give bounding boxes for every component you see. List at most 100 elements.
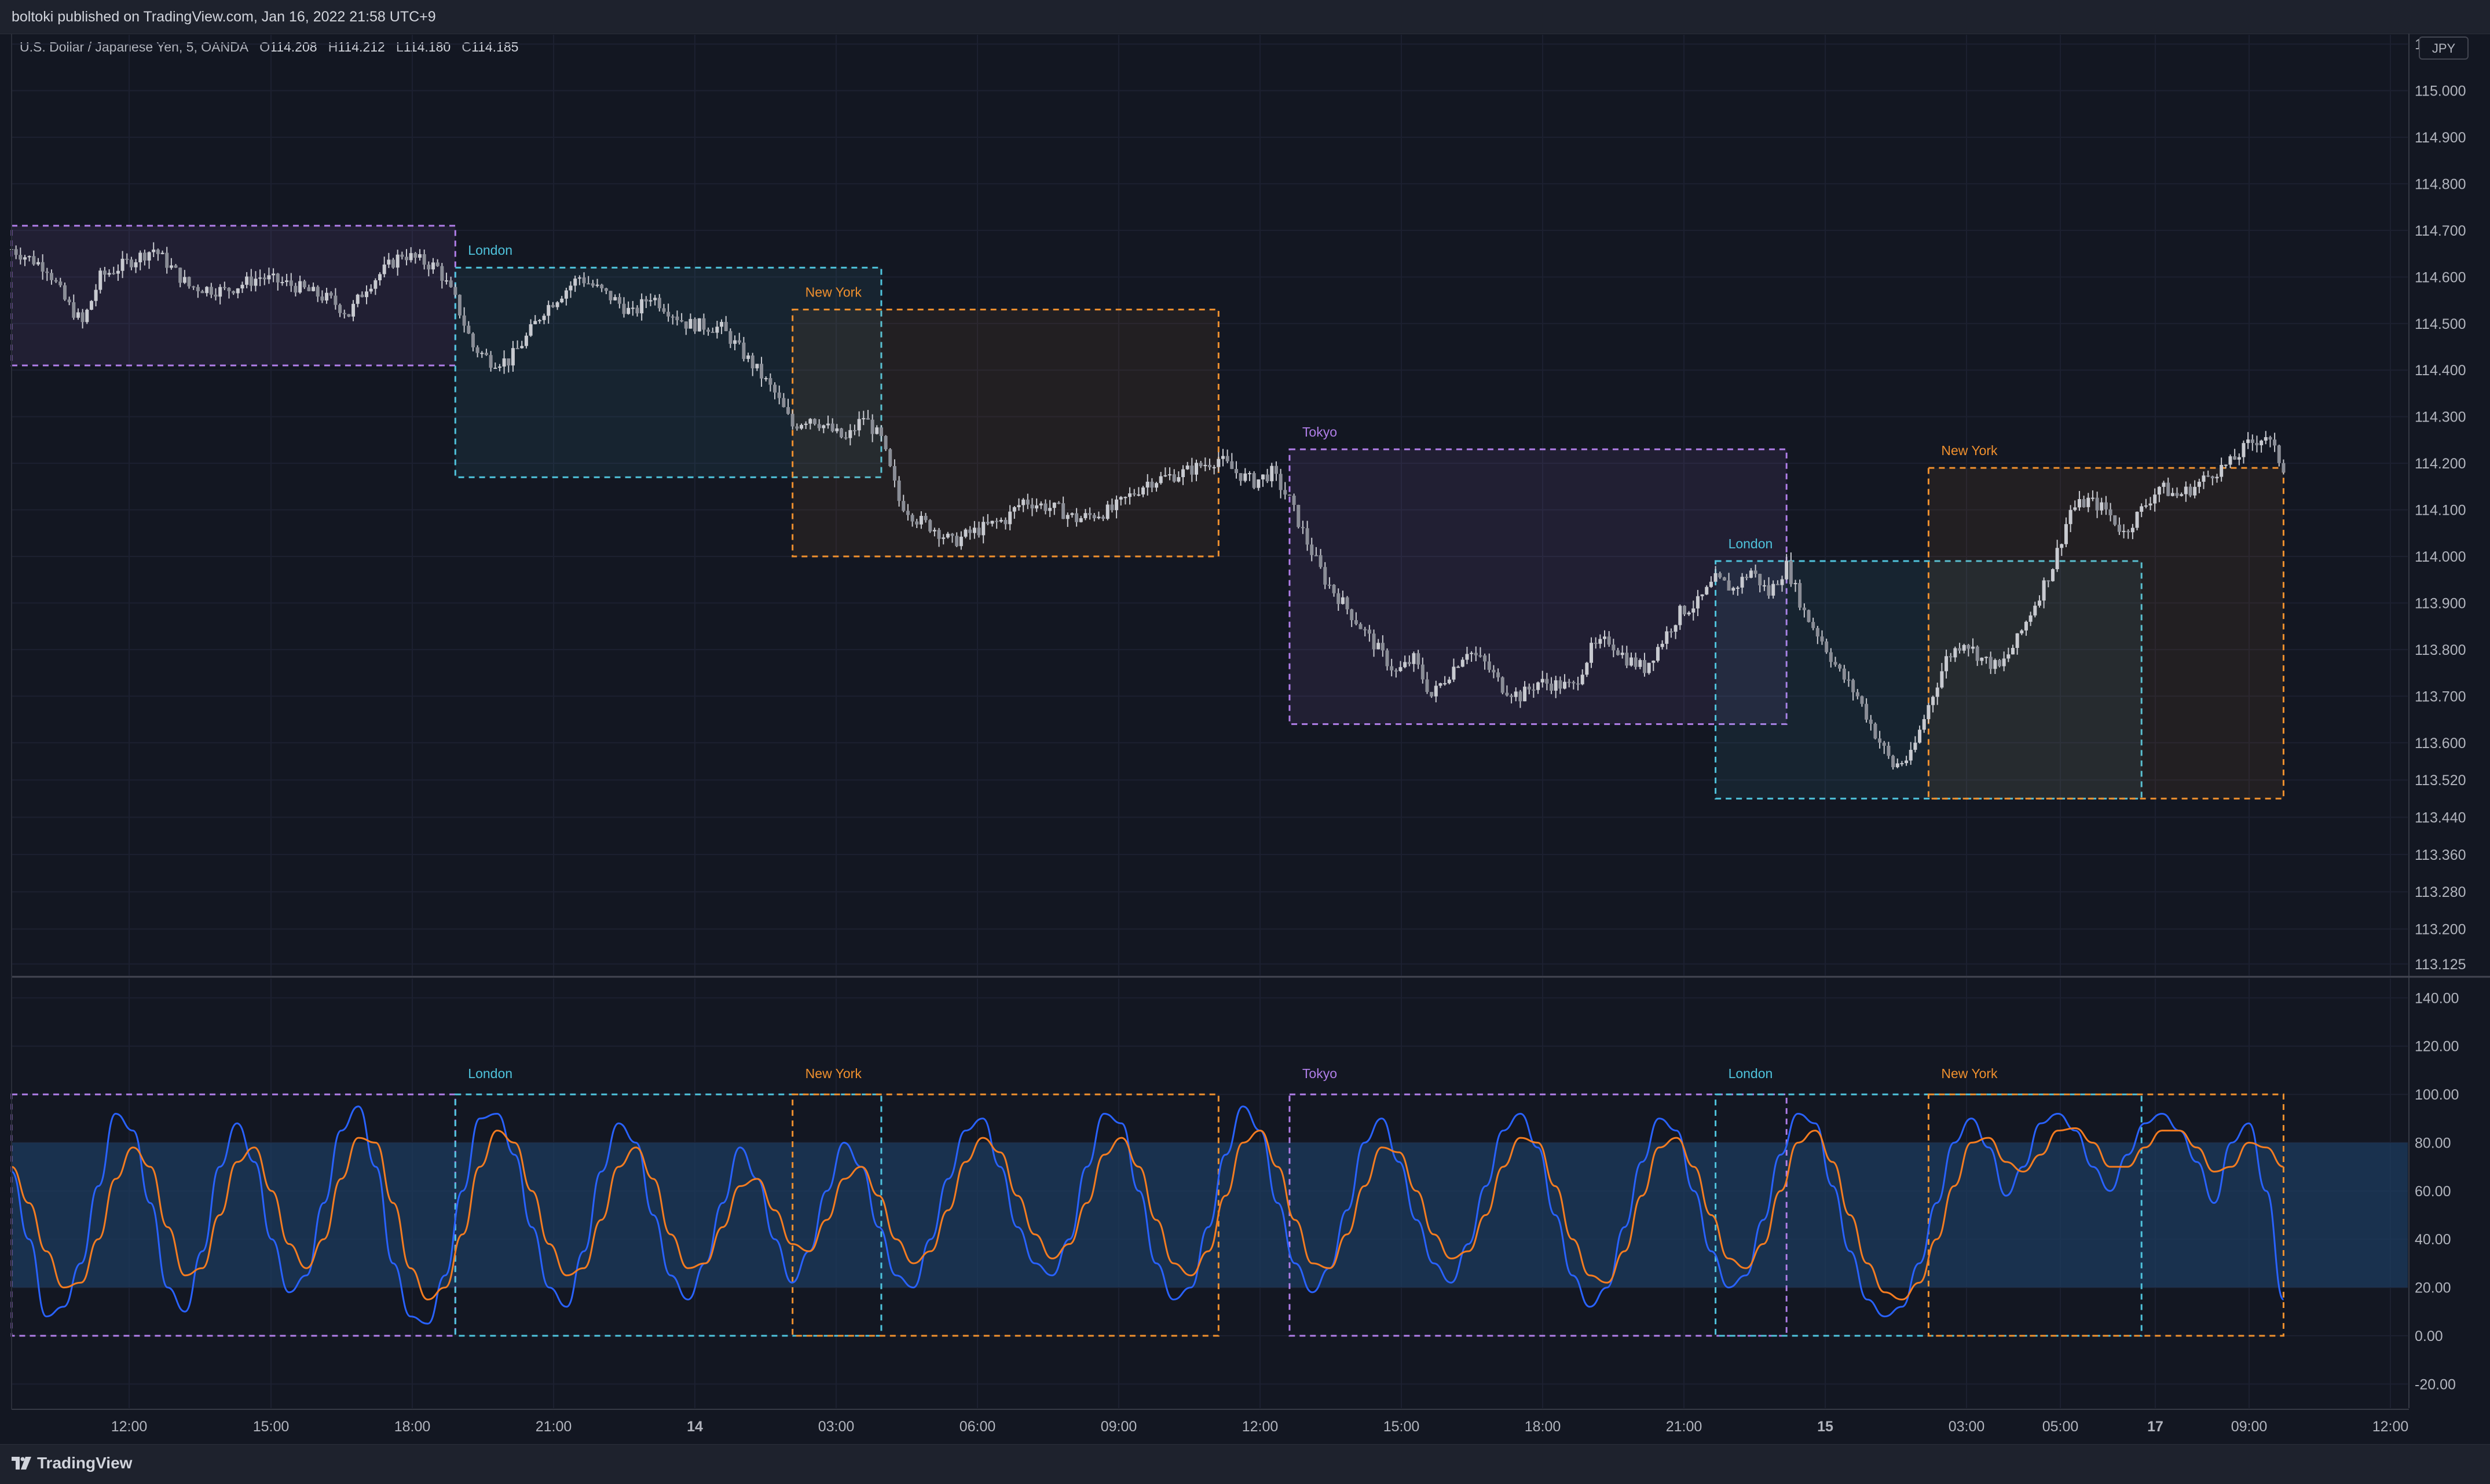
candle-body — [950, 533, 954, 536]
candle-body — [76, 312, 80, 318]
candle-body — [467, 325, 471, 334]
price-axis[interactable]: 115.100115.000114.900114.800114.700114.6… — [2415, 36, 2466, 973]
session-label: London — [468, 243, 512, 258]
candle-body — [1967, 645, 1971, 649]
currency-badge-frame — [2419, 36, 2469, 60]
candle-body — [595, 284, 599, 286]
candle-body — [795, 426, 799, 429]
candle-body — [1367, 629, 1371, 634]
candle-body — [2246, 439, 2250, 444]
candle-body — [2170, 493, 2174, 496]
oscillator-axis[interactable]: 140.00 120.00 100.00 80.00 60.00 40.00 20.00 0.… — [2415, 990, 2459, 1393]
session-label: Tokyo — [1302, 1066, 1337, 1081]
candle-body — [622, 303, 626, 314]
candle-body — [2073, 507, 2077, 510]
candle-body — [635, 307, 639, 314]
candle-body — [2090, 497, 2094, 499]
open-label: O — [259, 39, 270, 54]
candle-body — [1807, 610, 1811, 622]
price-tick-label: 114.200 — [2415, 456, 2466, 472]
candle-body — [1323, 567, 1327, 585]
price-tick-label: 113.360 — [2415, 847, 2466, 863]
candle-body — [884, 435, 888, 449]
currency-badge-text: JPY — [2432, 41, 2456, 56]
candle-body — [1691, 608, 1696, 613]
candle-body — [604, 288, 608, 291]
time-tick-label: 03:00 — [818, 1419, 855, 1435]
candle-body — [1762, 585, 1766, 587]
candle-body — [1563, 681, 1567, 689]
candle-body — [2024, 621, 2028, 631]
candle-body — [2197, 482, 2201, 487]
candle-body — [1172, 474, 1176, 482]
candle-body — [786, 407, 790, 414]
candle-body — [1993, 659, 1997, 669]
chart-canvas[interactable]: London New York Tokyo London New York London… — [0, 0, 2490, 1444]
candle-body — [1301, 527, 1305, 529]
time-axis[interactable]: 12:00 15:00 18:00 21:00 14 03:00 06:00 09:00 12:… — [111, 1419, 2409, 1435]
candle-body — [2117, 525, 2121, 532]
candle-body — [2028, 615, 2033, 622]
candle-body — [316, 287, 320, 297]
candle-body — [254, 279, 258, 286]
candle-body — [644, 299, 648, 302]
candle-body — [413, 253, 418, 258]
symbol-name[interactable]: U.S. Dollar / Japanese Yen, 5, OANDA — [20, 39, 249, 54]
candle-body — [1847, 679, 1851, 681]
candle-body — [1487, 661, 1491, 670]
candle-body — [671, 316, 675, 318]
candle-body — [489, 355, 493, 368]
candle-body — [1815, 628, 1819, 637]
candle-body — [684, 321, 688, 329]
candle-body — [1642, 660, 1646, 673]
candlestick-series — [10, 242, 2286, 770]
candle-body — [14, 249, 18, 255]
candle-body — [1017, 505, 1021, 507]
candle-body — [1297, 505, 1301, 527]
candle-body — [915, 521, 919, 525]
candle-body — [1793, 582, 1797, 584]
candle-body — [356, 294, 360, 304]
candle-body — [1514, 691, 1518, 697]
candle-body — [387, 259, 391, 265]
candle-body — [1394, 670, 1398, 672]
candle-body — [577, 277, 581, 279]
candle-body — [955, 536, 959, 547]
candle-body — [1540, 679, 1544, 683]
candle-body — [276, 273, 280, 283]
currency-badge[interactable]: JPY — [2419, 36, 2469, 60]
candle-body — [1713, 573, 1718, 582]
candle-body — [773, 384, 777, 393]
candle-body — [830, 423, 834, 431]
tradingview-brand[interactable]: TradingView — [12, 1454, 132, 1472]
candle-body — [1825, 641, 1829, 653]
candle-body — [879, 427, 883, 436]
candle-body — [551, 305, 555, 307]
close-label: C — [462, 39, 471, 54]
candle-body — [1989, 657, 1993, 669]
session-box-tokyo — [1288, 1093, 1788, 1337]
candle-body — [1882, 742, 1886, 746]
candle-body — [693, 318, 697, 332]
candle-body — [852, 430, 856, 431]
candle-body — [2242, 443, 2246, 457]
oscillator-tick-label: 120.00 — [2415, 1039, 2459, 1055]
candle-body — [218, 287, 222, 297]
candle-body — [697, 318, 701, 332]
candle-body — [1811, 622, 1815, 628]
candle-body — [995, 521, 999, 522]
stochastic-band — [12, 1142, 2408, 1288]
candle-body — [1905, 760, 1909, 763]
candle-body — [977, 527, 981, 536]
brand-name: TradingView — [37, 1454, 133, 1472]
time-tick-label: 15:00 — [253, 1419, 290, 1435]
candle-body — [1110, 504, 1114, 511]
candle-body — [866, 418, 870, 420]
candle-body — [1030, 504, 1034, 509]
candle-body — [888, 449, 892, 466]
candle-body — [1505, 692, 1509, 696]
candle-body — [1341, 597, 1345, 604]
candle-body — [808, 419, 812, 424]
candle-body — [1292, 496, 1296, 505]
stochastic-k-line — [11, 1105, 2284, 1325]
